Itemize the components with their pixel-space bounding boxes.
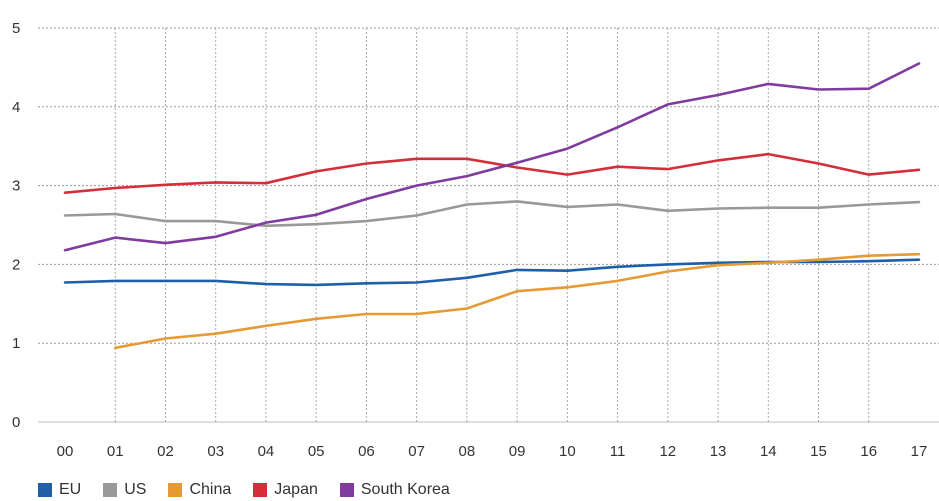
x-tick-label: 08 xyxy=(459,443,476,460)
legend-swatch xyxy=(38,483,52,497)
x-tick-label: 01 xyxy=(107,443,124,460)
legend-swatch xyxy=(253,483,268,497)
legend-item-south-korea: South Korea xyxy=(339,481,450,499)
legend-item-us: US xyxy=(103,481,146,499)
legend-item-china: China xyxy=(168,481,231,499)
y-tick-label: 5 xyxy=(12,20,20,37)
x-tick-label: 00 xyxy=(57,443,74,460)
series-line-eu xyxy=(63,258,921,287)
x-tick-label: 04 xyxy=(258,443,275,460)
legend-swatch xyxy=(339,483,354,497)
x-tick-label: 15 xyxy=(810,443,827,460)
x-tick-label: 13 xyxy=(710,443,727,460)
legend-swatch xyxy=(103,483,118,497)
legend-swatch xyxy=(168,483,183,497)
series-line-japan xyxy=(63,152,921,194)
legend-label: South Korea xyxy=(360,481,450,498)
x-tick-label: 12 xyxy=(659,443,676,460)
legend-item-eu: EU xyxy=(38,481,81,499)
x-tick-label: 09 xyxy=(509,443,526,460)
series-line-us xyxy=(63,200,921,228)
legend-item-japan: Japan xyxy=(253,481,318,499)
y-tick-label: 0 xyxy=(12,414,20,431)
legend-label: US xyxy=(124,481,147,498)
legend-label: Japan xyxy=(274,481,318,498)
y-tick-label: 3 xyxy=(12,178,20,195)
x-tick-label: 05 xyxy=(308,443,325,460)
x-tick-label: 11 xyxy=(610,443,626,460)
x-axis: 00 01 02 03 04 05 06 07 08 09 10 11 12 13 14 15 16 17 xyxy=(57,443,928,460)
x-tick-label: 14 xyxy=(760,443,777,460)
legend-label: China xyxy=(189,481,232,498)
series-line-south-korea xyxy=(63,62,921,252)
x-tick-label: 02 xyxy=(157,443,174,460)
legend-label: EU xyxy=(59,481,82,498)
x-tick-label: 10 xyxy=(559,443,576,460)
series-line-china xyxy=(113,252,921,350)
x-tick-label: 03 xyxy=(207,443,224,460)
x-tick-label: 17 xyxy=(911,443,928,460)
y-tick-label: 4 xyxy=(12,99,20,116)
y-axis: 0 1 2 3 4 5 xyxy=(12,20,20,431)
x-tick-label: 07 xyxy=(408,443,425,460)
x-tick-label: 16 xyxy=(860,443,877,460)
x-tick-label: 06 xyxy=(358,443,375,460)
series-lines xyxy=(63,62,921,350)
legend: EU US China Japan South Korea xyxy=(38,480,472,500)
y-tick-label: 1 xyxy=(12,335,20,352)
y-tick-label: 2 xyxy=(12,256,20,273)
